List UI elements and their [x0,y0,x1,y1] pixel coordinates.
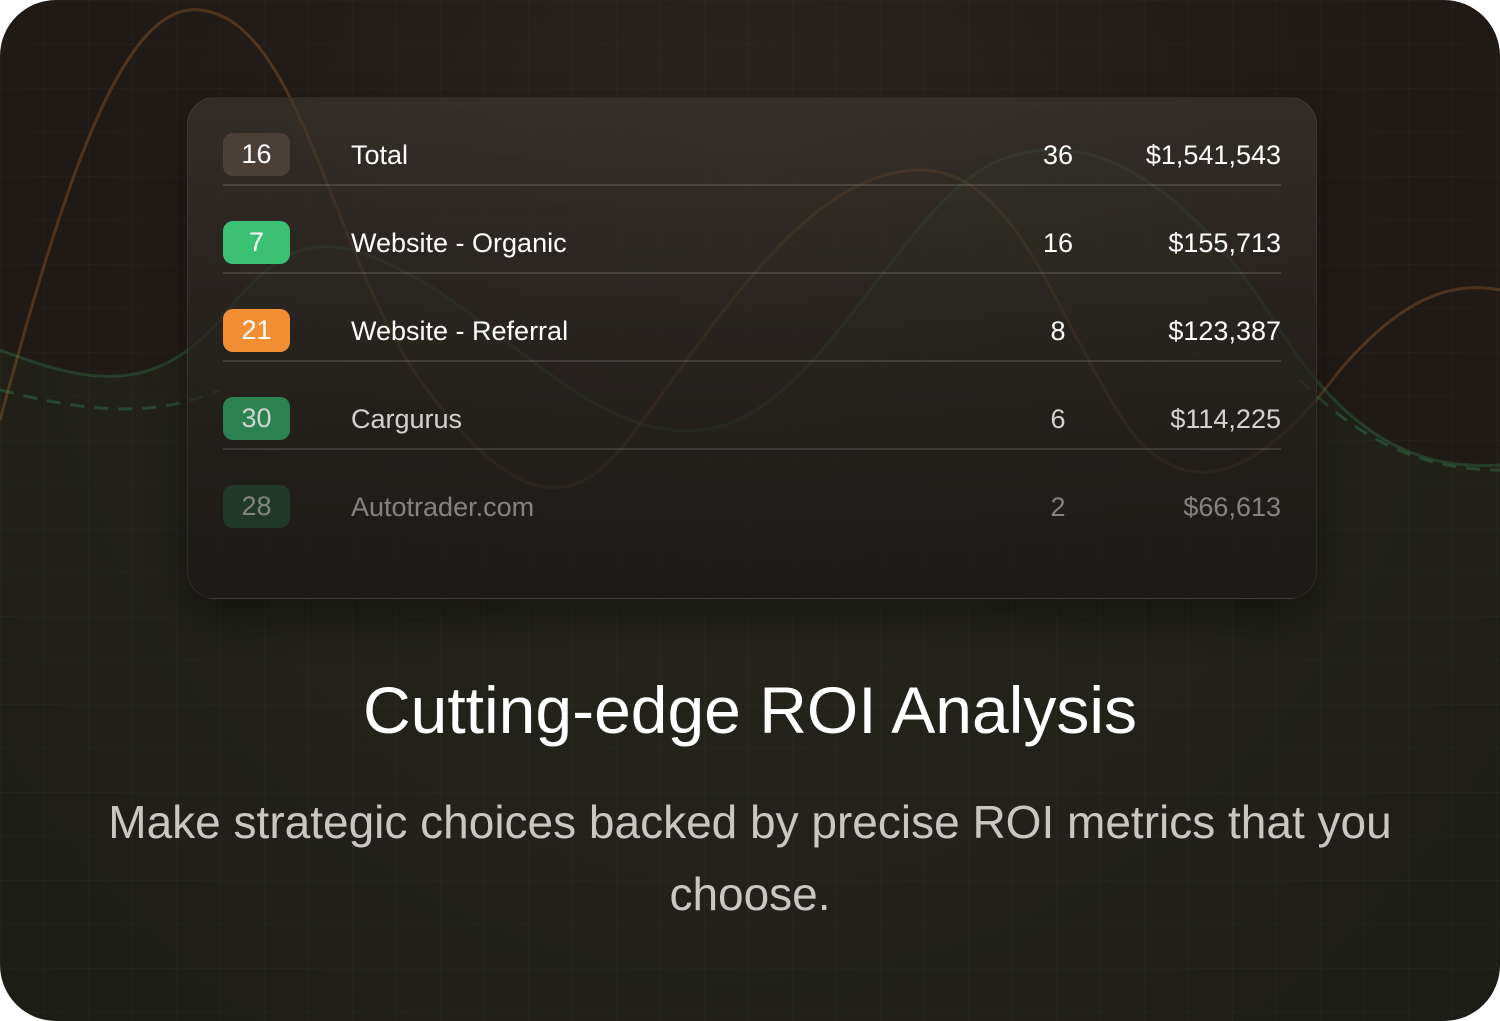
table-row[interactable]: 16 Total 36 $1,541,543 [223,98,1281,186]
headline-subtitle: Make strategic choices backed by precise… [108,796,1392,920]
revenue-value: $1,541,543 [1145,140,1281,170]
headline-title: Cutting-edge ROI Analysis [362,673,1138,747]
row-divider [223,360,1281,362]
leads-count: 36 [1042,140,1074,170]
source-name: Website - Organic [351,228,567,258]
table-row[interactable]: 7 Website - Organic 16 $155,713 [223,186,1281,274]
source-name: Total [351,140,409,170]
source-name: Autotrader.com [351,492,535,522]
revenue-value: $114,225 [1170,404,1281,434]
count-badge: 30 [223,397,290,440]
revenue-value: $123,387 [1168,316,1281,346]
row-divider [223,272,1281,274]
roi-table-card: 16 Total 36 $1,541,543 7 Website - Organ… [187,97,1317,599]
leads-count: 2 [1050,492,1066,522]
count-badge: 7 [223,221,290,264]
row-divider [223,184,1281,186]
leads-count: 8 [1050,316,1066,346]
table-row[interactable]: 21 Website - Referral 8 $123,387 [223,274,1281,362]
revenue-value: $155,713 [1168,228,1281,258]
source-name: Website - Referral [351,316,569,346]
count-badge: 16 [223,133,290,176]
count-badge: 28 [223,485,290,528]
row-divider [223,448,1281,450]
revenue-value: $66,613 [1183,492,1281,522]
leads-count: 6 [1050,404,1066,434]
count-badge: 21 [223,309,290,352]
table-row[interactable]: 28 Autotrader.com 2 $66,613 [223,450,1281,538]
leads-count: 16 [1042,228,1074,258]
source-name: Cargurus [351,404,463,434]
table-row[interactable]: 30 Cargurus 6 $114,225 [223,362,1281,450]
